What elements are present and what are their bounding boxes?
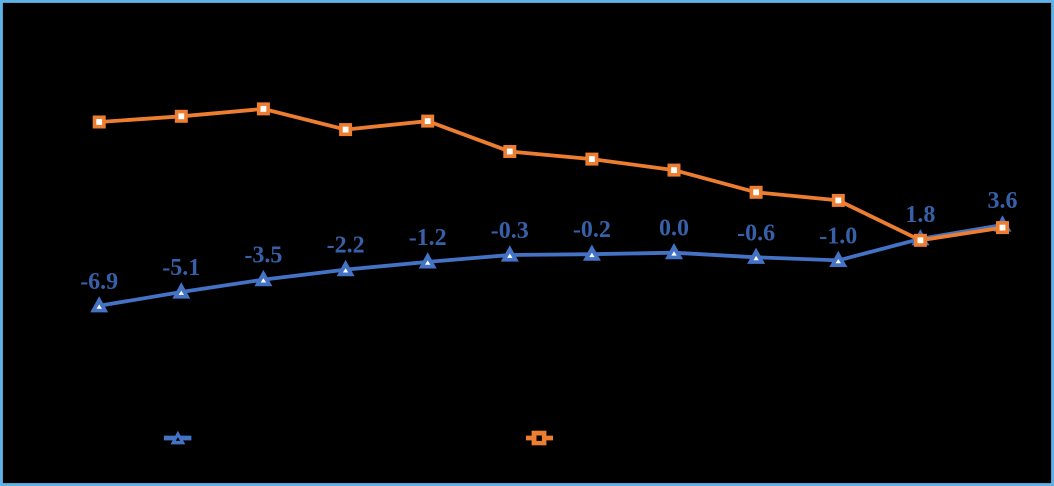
svg-text:-3.5: -3.5 xyxy=(244,243,282,269)
svg-text:-0.3: -0.3 xyxy=(491,218,529,244)
svg-text:-0.2: -0.2 xyxy=(573,217,611,243)
svg-text:-1.0: -1.0 xyxy=(819,223,857,249)
svg-text:-6.9: -6.9 xyxy=(80,269,118,295)
svg-text:-1.2: -1.2 xyxy=(409,225,447,251)
svg-text:-0.6: -0.6 xyxy=(737,220,775,246)
svg-text:1.8: 1.8 xyxy=(905,202,935,228)
svg-text:0.0: 0.0 xyxy=(659,216,689,242)
svg-text:-5.1: -5.1 xyxy=(162,255,200,281)
svg-text:3.6: 3.6 xyxy=(988,188,1018,214)
svg-text:-2.2: -2.2 xyxy=(327,233,365,259)
